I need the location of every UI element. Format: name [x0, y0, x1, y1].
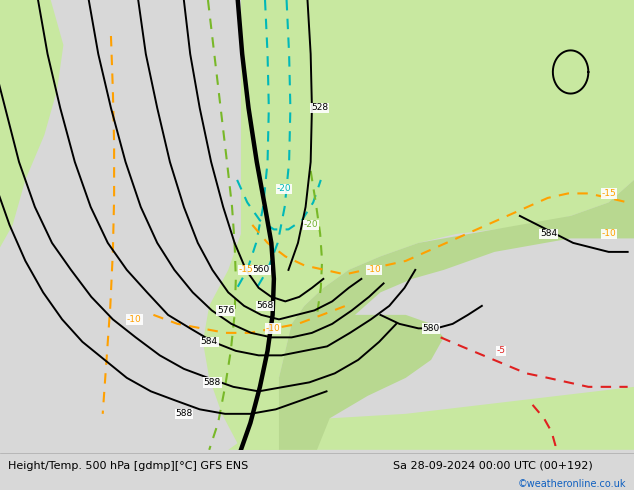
- Polygon shape: [0, 387, 634, 450]
- Text: 584: 584: [200, 337, 218, 346]
- Text: -20: -20: [276, 184, 292, 194]
- Text: Height/Temp. 500 hPa [gdmp][°C] GFS ENS: Height/Temp. 500 hPa [gdmp][°C] GFS ENS: [8, 461, 248, 471]
- Text: -15: -15: [238, 266, 254, 274]
- Text: -20: -20: [303, 220, 318, 229]
- Text: 588: 588: [204, 378, 221, 387]
- Polygon shape: [0, 0, 63, 247]
- Text: 584: 584: [540, 229, 557, 239]
- Text: 568: 568: [256, 301, 274, 310]
- Text: -5: -5: [496, 346, 505, 355]
- Polygon shape: [203, 0, 634, 450]
- Text: 528: 528: [311, 103, 328, 113]
- Text: 580: 580: [422, 324, 440, 333]
- Text: -15: -15: [601, 189, 616, 198]
- Text: 576: 576: [217, 306, 235, 315]
- Text: -10: -10: [265, 324, 280, 333]
- Text: 588: 588: [175, 409, 193, 418]
- Polygon shape: [279, 180, 634, 450]
- Text: -10: -10: [366, 266, 382, 274]
- Text: 560: 560: [252, 266, 270, 274]
- Text: Sa 28-09-2024 00:00 UTC (00+192): Sa 28-09-2024 00:00 UTC (00+192): [393, 461, 593, 471]
- Text: -10: -10: [601, 229, 616, 239]
- Text: -10: -10: [127, 315, 142, 324]
- Text: ©weatheronline.co.uk: ©weatheronline.co.uk: [518, 479, 626, 489]
